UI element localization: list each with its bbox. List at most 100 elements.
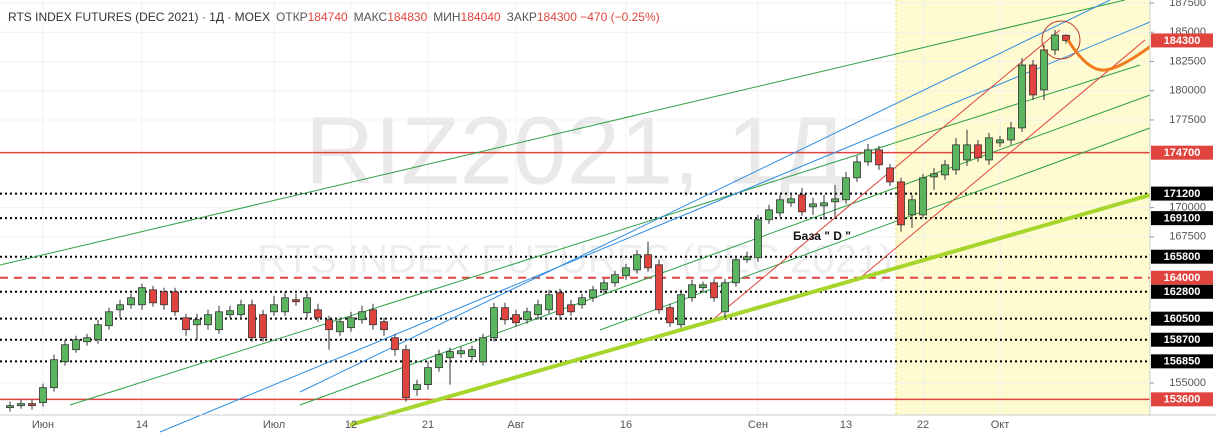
levels [0, 151, 1150, 401]
stat-label: ОТКР [275, 10, 308, 24]
candle-body [710, 282, 718, 299]
candle-body [160, 291, 168, 306]
axis-labels: 1550001675001700001775001800001825001850… [32, 0, 1213, 431]
candle-body [281, 297, 289, 313]
trend-line [0, 0, 1126, 266]
candle-body [1018, 64, 1026, 129]
level-label: 158700 [1164, 334, 1201, 346]
grid [0, 0, 1150, 415]
candle-body [699, 284, 707, 289]
level-label: 174700 [1164, 147, 1201, 159]
support-line [349, 193, 1151, 427]
stat-value: 184300 [536, 10, 577, 24]
y-tick-label: 187500 [1169, 0, 1206, 9]
candle-body [655, 264, 663, 311]
candle-body [435, 354, 443, 369]
candle-body [897, 181, 905, 226]
x-tick-label: Сен [748, 419, 768, 431]
candle-body [336, 321, 344, 333]
candle-body [996, 139, 1004, 144]
candle-body [259, 314, 267, 339]
y-tick-label: 180000 [1169, 85, 1206, 97]
candle-body [149, 289, 157, 304]
level-label: 153600 [1164, 394, 1201, 406]
candle-body [270, 304, 278, 313]
candle-body [974, 144, 982, 159]
level-label: 169100 [1164, 213, 1201, 225]
candle-body [523, 311, 531, 321]
header-title: RTS INDEX FUTURES (DEC 2021) · 1Д · MOEX [8, 10, 270, 24]
x-tick-label: 13 [840, 419, 852, 431]
candle-body [831, 198, 839, 203]
level-label-box [1151, 186, 1213, 201]
y-tick-label: 177500 [1169, 114, 1206, 126]
candle-body [39, 387, 47, 404]
candle-body [633, 254, 641, 271]
candle-body [512, 314, 520, 324]
candle-body [347, 317, 355, 329]
header: RTS INDEX FUTURES (DEC 2021) · 1Д · MOEX… [8, 10, 660, 24]
candle-body [182, 317, 190, 331]
level-label: 156850 [1164, 356, 1201, 368]
candles [6, 29, 1070, 412]
x-tick-label: 14 [136, 419, 148, 431]
candle-body [6, 405, 14, 409]
candle-body [358, 311, 366, 321]
candle-body [787, 198, 795, 204]
candle-body [303, 297, 311, 314]
highlight-circle [1041, 20, 1081, 60]
trend-line [299, 0, 1111, 393]
candle-body [94, 324, 102, 341]
stat-value: 184830 [387, 10, 428, 24]
candle-body [501, 307, 509, 321]
candle-body [17, 403, 25, 407]
candle-body [314, 309, 322, 319]
candle-body [1007, 127, 1015, 141]
level-label: 160500 [1164, 313, 1201, 325]
level-label-box [1151, 33, 1213, 48]
change: −470 (−0.25%) [580, 10, 660, 24]
stat-value: 184040 [460, 10, 501, 24]
candle-body [820, 202, 828, 207]
candle-body [171, 291, 179, 313]
candle-body [105, 311, 113, 327]
level-label-box [1151, 332, 1213, 347]
candle-body [61, 344, 69, 363]
y-tick-label: 170000 [1169, 202, 1206, 214]
level-label: 162800 [1164, 286, 1201, 298]
candle-body [864, 149, 872, 163]
candle-body [688, 284, 696, 299]
y-tick-label: 167500 [1169, 231, 1206, 243]
candle-body [193, 319, 201, 326]
candle-body [754, 219, 762, 259]
candle-body [28, 403, 36, 407]
candle-body [127, 297, 135, 306]
candle-body [809, 203, 817, 208]
candle-body [743, 256, 751, 261]
candle-body [578, 297, 586, 306]
x-tick-label: Июл [263, 419, 285, 431]
stat-value: 184740 [307, 10, 348, 24]
candle-body [1040, 49, 1048, 91]
candle-body [611, 274, 619, 284]
candle-body [589, 289, 597, 299]
candle-body [765, 209, 773, 221]
candle-body [556, 292, 564, 316]
candle-body [930, 173, 938, 178]
candle-body [853, 161, 861, 179]
candle-body [952, 144, 960, 171]
x-tick-label: Окт [991, 419, 1010, 431]
level-label: 184300 [1164, 35, 1201, 47]
level-label-box [1151, 284, 1213, 299]
y-tick-label: 182500 [1169, 55, 1206, 67]
candle-body [919, 177, 927, 216]
candle-body [138, 287, 146, 306]
trend-line [69, 64, 1141, 406]
candle-body [1051, 34, 1059, 51]
candle-body [1062, 34, 1070, 41]
candle-body [622, 267, 630, 277]
watermark: RIZ2021, 1Д [305, 97, 845, 204]
level-label-box [1151, 311, 1213, 326]
